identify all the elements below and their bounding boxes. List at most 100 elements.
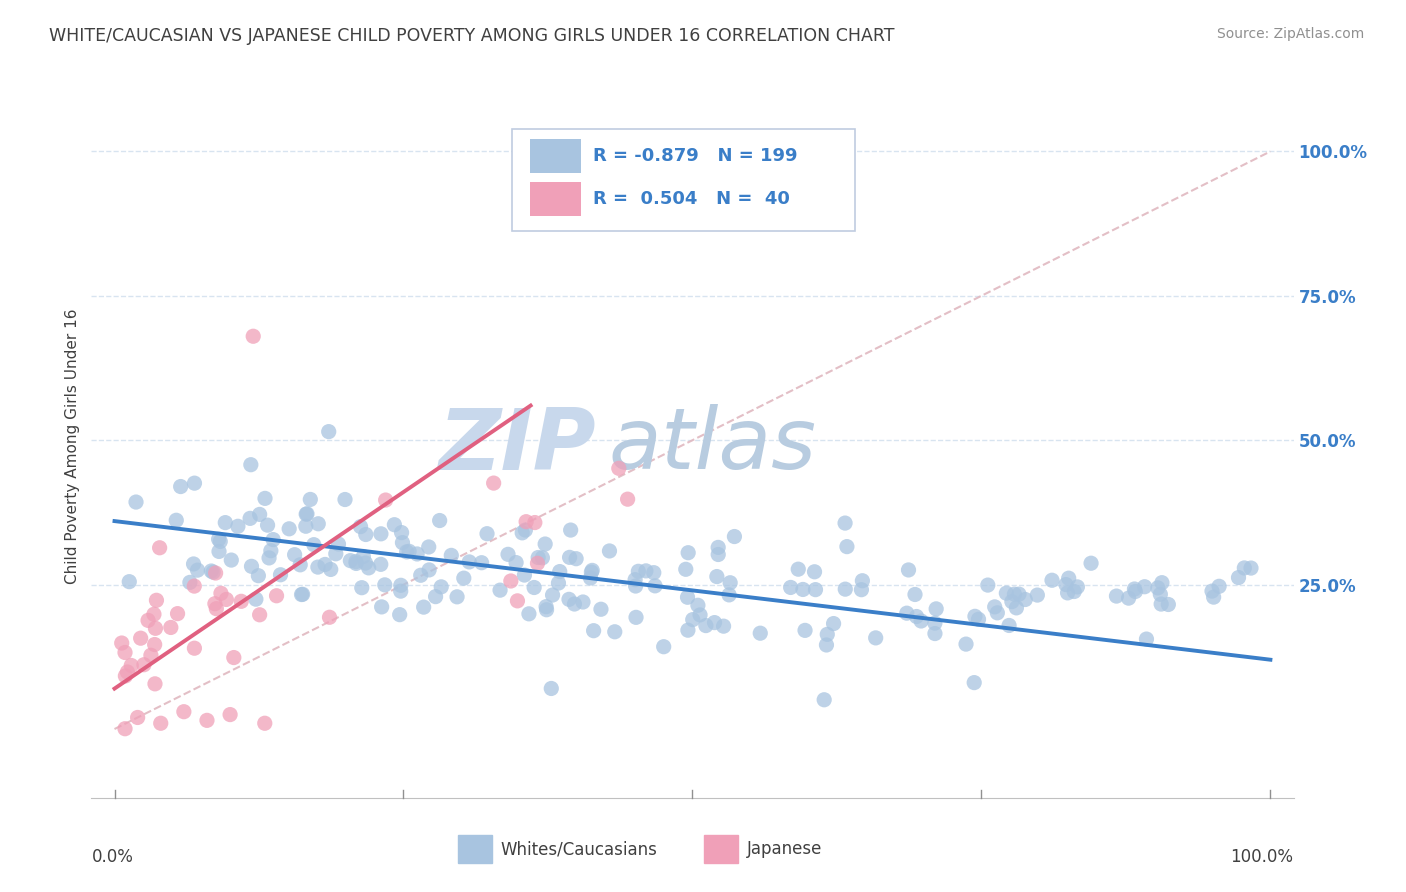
Point — [374, 493, 396, 508]
Point — [145, 593, 167, 607]
Point — [318, 610, 340, 624]
Point — [245, 592, 267, 607]
Point — [1202, 590, 1225, 604]
Point — [1056, 586, 1078, 600]
Point — [682, 613, 704, 627]
Point — [547, 576, 569, 591]
Point — [541, 588, 564, 602]
Point — [204, 566, 226, 580]
Point — [558, 550, 581, 565]
Point — [129, 631, 152, 645]
Point — [165, 513, 187, 527]
Point — [183, 641, 205, 656]
Point — [350, 581, 373, 595]
Point — [127, 710, 149, 724]
Point — [963, 675, 986, 690]
Text: Source: ZipAtlas.com: Source: ZipAtlas.com — [1216, 27, 1364, 41]
Point — [924, 616, 946, 631]
Point — [120, 658, 142, 673]
Point — [291, 587, 314, 601]
Point — [446, 590, 468, 604]
Point — [517, 607, 540, 621]
Point — [208, 544, 231, 558]
Point — [579, 571, 602, 585]
Point — [253, 716, 276, 731]
Point — [173, 705, 195, 719]
Point — [792, 582, 814, 597]
Point — [318, 425, 340, 439]
Point — [823, 616, 845, 631]
Point — [851, 574, 873, 588]
Point — [319, 562, 342, 576]
Point — [565, 551, 588, 566]
Point — [1005, 600, 1028, 615]
Point — [207, 532, 229, 546]
Point — [624, 573, 647, 587]
Point — [384, 517, 406, 532]
Point — [149, 541, 172, 555]
Point — [142, 607, 165, 622]
Point — [607, 461, 630, 475]
Point — [471, 556, 494, 570]
Text: atlas: atlas — [609, 404, 817, 488]
Point — [523, 516, 546, 530]
Point — [489, 583, 512, 598]
Point — [534, 537, 557, 551]
Point — [983, 599, 1005, 614]
Point — [429, 514, 451, 528]
Point — [1240, 561, 1263, 575]
Text: ZIP: ZIP — [439, 404, 596, 488]
Point — [242, 329, 264, 343]
Point — [718, 575, 741, 590]
Point — [295, 507, 318, 521]
Point — [139, 648, 162, 663]
Point — [398, 544, 420, 558]
Point — [1233, 561, 1256, 575]
Point — [515, 523, 537, 537]
Point — [370, 526, 392, 541]
Point — [794, 624, 817, 638]
Point — [328, 537, 350, 551]
Point — [352, 549, 374, 564]
Y-axis label: Child Poverty Among Girls Under 16: Child Poverty Among Girls Under 16 — [65, 309, 80, 583]
Point — [977, 578, 1000, 592]
Point — [865, 631, 887, 645]
Point — [706, 569, 728, 583]
Point — [333, 492, 356, 507]
Point — [534, 599, 557, 614]
Point — [406, 547, 429, 561]
Point — [125, 495, 148, 509]
Point — [260, 543, 283, 558]
Text: 0.0%: 0.0% — [91, 847, 134, 865]
Point — [136, 613, 159, 627]
Point — [589, 602, 612, 616]
Point — [166, 607, 188, 621]
Point — [1118, 591, 1140, 606]
Point — [453, 571, 475, 585]
Point — [986, 606, 1008, 620]
Point — [307, 516, 329, 531]
Point — [349, 519, 371, 533]
Point — [676, 546, 699, 560]
Point — [295, 507, 318, 521]
Point — [527, 550, 550, 565]
Point — [458, 555, 481, 569]
Point — [813, 692, 835, 706]
Point — [624, 579, 647, 593]
Text: R =  0.504   N =  40: R = 0.504 N = 40 — [593, 190, 790, 208]
Point — [924, 626, 946, 640]
Point — [118, 574, 141, 589]
Text: Whites/Caucasians: Whites/Caucasians — [501, 840, 657, 858]
Point — [1147, 581, 1170, 595]
Point — [513, 568, 536, 582]
Point — [787, 562, 810, 576]
Point — [231, 594, 253, 608]
Point — [897, 563, 920, 577]
Point — [389, 584, 412, 599]
Point — [200, 564, 222, 578]
Point — [572, 595, 595, 609]
Point — [496, 547, 519, 561]
Point — [409, 568, 432, 582]
Text: WHITE/CAUCASIAN VS JAPANESE CHILD POVERTY AMONG GIRLS UNDER 16 CORRELATION CHART: WHITE/CAUCASIAN VS JAPANESE CHILD POVERT… — [49, 27, 894, 45]
Point — [582, 624, 605, 638]
